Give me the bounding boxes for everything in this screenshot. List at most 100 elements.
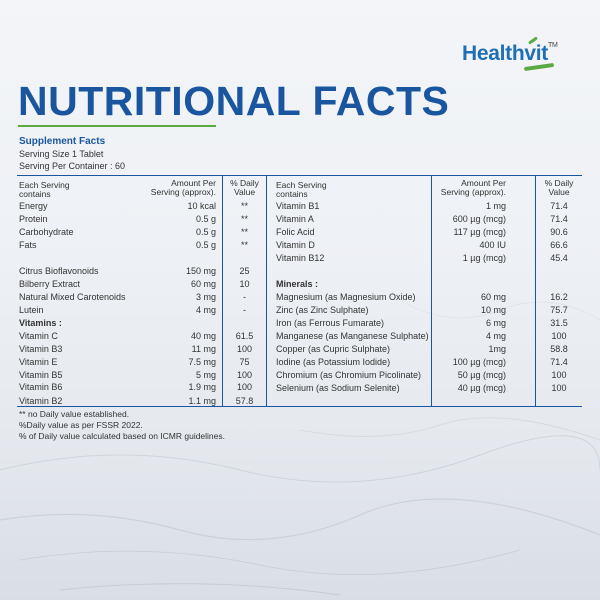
nutrient-name: Fats — [19, 240, 37, 250]
nutrient-name: Chromium (as Chromium Picolinate) — [276, 370, 422, 380]
nutrient-amount: 400 IU — [479, 240, 506, 250]
header-contains-right: Each Serving contains — [276, 180, 327, 199]
nutrient-amount: 1 mg — [485, 201, 506, 211]
nutrient-name: Bilberry Extract — [19, 279, 81, 289]
nutrient-daily-value: ** — [240, 214, 248, 224]
nutrient-name: Manganese (as Manganese Sulphate) — [276, 331, 429, 341]
nutrient-daily-value: - — [243, 305, 246, 315]
nutrient-daily-value: 66.6 — [550, 240, 568, 250]
nutrient-name: Vitamin A — [276, 214, 314, 224]
nutrient-daily-value: 100 — [551, 383, 567, 393]
nutrient-name: Vitamin B12 — [276, 253, 325, 263]
footnote: % of Daily value calculated based on ICM… — [19, 431, 226, 441]
supplement-facts-heading: Supplement Facts — [19, 136, 106, 147]
nutrient-amount: 60 mg — [480, 292, 506, 302]
nutrient-name: Vitamin B3 — [19, 344, 63, 354]
nutrient-name: Iron (as Ferrous Fumarate) — [276, 318, 385, 328]
nutrient-name: Vitamin C — [19, 331, 58, 341]
nutrient-name: Folic Acid — [276, 227, 315, 237]
nutrient-name: Vitamin B5 — [19, 370, 63, 380]
nutrient-amount: 150 mg — [185, 266, 216, 276]
nutrient-amount: 5 mg — [195, 370, 216, 380]
nutrient-amount: 10 kcal — [187, 201, 216, 211]
nutrient-name: Copper (as Cupric Sulphate) — [276, 344, 391, 354]
nutrient-daily-value: 100 — [551, 370, 567, 380]
nutrient-name: Zinc (as Zinc Sulphate) — [276, 305, 369, 315]
nutrient-daily-value: 61.5 — [235, 331, 254, 341]
nutrient-amount: 1mg — [488, 344, 506, 354]
nutrient-amount: 4 mg — [485, 331, 506, 341]
nutrient-name: Minerals : — [276, 279, 319, 289]
nutrient-daily-value: ** — [240, 201, 248, 211]
nutrient-daily-value: 71.4 — [550, 357, 568, 367]
nutrient-daily-value: 10 — [239, 279, 250, 289]
nutrient-amount: 4 mg — [195, 305, 216, 315]
nutrient-name: Natural Mixed Carotenoids — [19, 292, 126, 302]
nutrient-amount: 1.9 mg — [188, 382, 216, 392]
nutrient-amount: 600 µg (mcg) — [452, 214, 506, 224]
header-amount-left: Amount Per Serving (approx). — [150, 178, 216, 197]
nutrient-daily-value: 57.8 — [235, 396, 254, 406]
nutrient-daily-value: ** — [240, 227, 248, 237]
footnote: ** no Daily value established. — [19, 409, 130, 419]
nutrient-daily-value: 100 — [551, 331, 567, 341]
nutrient-name: Vitamin E — [19, 357, 58, 367]
header-daily-right: % Daily Value — [544, 178, 574, 197]
nutrient-daily-value: 100 — [236, 370, 253, 380]
page-title: NUTRITIONAL FACTS — [18, 78, 450, 124]
nutrient-amount: 10 mg — [480, 305, 506, 315]
nutrient-daily-value: 71.4 — [550, 201, 568, 211]
nutrient-daily-value: 71.4 — [550, 214, 568, 224]
nutrient-name: Vitamins : — [19, 318, 62, 328]
footnote: %Daily value as per FSSR 2022. — [19, 420, 143, 430]
nutrient-amount: 60 mg — [190, 279, 216, 289]
header-amount-right: Amount Per Serving (approx). — [440, 178, 506, 197]
footnotes: ** no Daily value established. %Daily va… — [19, 409, 225, 442]
nutrient-daily-value: 100 — [236, 344, 253, 354]
nutrient-amount: 100 µg (mcg) — [452, 357, 506, 367]
nutrient-daily-value: 45.4 — [550, 253, 568, 263]
nutrient-daily-value: 75.7 — [550, 305, 568, 315]
header-contains-left: Each Serving contains — [19, 180, 70, 199]
nutrient-daily-value: - — [243, 292, 246, 302]
title-underline — [18, 125, 216, 127]
table-bottom-rule — [17, 406, 582, 407]
nutrient-amount: 40 mg — [190, 331, 216, 341]
nutrient-amount: 117 µg (mcg) — [453, 227, 506, 237]
nutrient-amount: 7.5 mg — [188, 357, 216, 367]
nutrient-name: Vitamin D — [276, 240, 315, 250]
nutrient-name: Energy — [19, 201, 48, 211]
header-daily-left: % Daily Value — [230, 178, 259, 197]
nutrient-amount: 6 mg — [485, 318, 506, 328]
nutrient-amount: 0.5 g — [195, 240, 216, 250]
nutrient-name: Vitamin B1 — [276, 201, 320, 211]
nutrient-name: Citrus Bioflavonoids — [19, 266, 99, 276]
nutrient-daily-value: 31.5 — [550, 318, 568, 328]
serving-size: Serving Size 1 Tablet — [19, 149, 104, 159]
nutrient-name: Vitamin B2 — [19, 396, 63, 406]
nutrient-daily-value: 25 — [239, 266, 250, 276]
nutrient-daily-value: 75 — [239, 357, 250, 367]
nutrient-amount: 0.5 g — [195, 227, 216, 237]
nutrient-name: Lutein — [19, 305, 44, 315]
nutrient-daily-value: 16.2 — [550, 292, 568, 302]
servings-per-container: Serving Per Container : 60 — [19, 161, 126, 171]
nutrient-daily-value: ** — [240, 240, 248, 250]
table-divider — [431, 175, 432, 406]
table-divider — [222, 175, 223, 406]
nutrient-daily-value: 100 — [236, 382, 253, 392]
nutrient-amount: 0.5 g — [195, 214, 216, 224]
nutrient-name: Magnesium (as Magnesium Oxide) — [276, 292, 416, 302]
nutrient-daily-value: 58.8 — [550, 344, 568, 354]
nutrient-amount: 1.1 mg — [188, 396, 216, 406]
nutrient-name: Protein — [19, 214, 48, 224]
nutrient-name: Vitamin B6 — [19, 382, 63, 392]
healthvit-logo: HealthvitTM — [462, 36, 558, 72]
nutrient-name: Iodine (as Potassium Iodide) — [276, 357, 391, 367]
nutrient-name: Carbohydrate — [19, 227, 74, 237]
table-divider — [266, 175, 267, 406]
nutrient-amount: 40 µg (mcg) — [457, 383, 506, 393]
nutrient-name: Selenium (as Sodium Selenite) — [276, 383, 400, 393]
nutrient-amount: 3 mg — [195, 292, 216, 302]
